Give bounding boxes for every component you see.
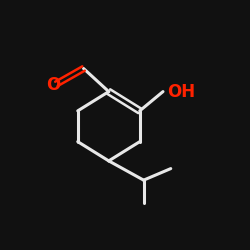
Text: O: O <box>46 76 61 94</box>
Text: OH: OH <box>167 82 195 100</box>
